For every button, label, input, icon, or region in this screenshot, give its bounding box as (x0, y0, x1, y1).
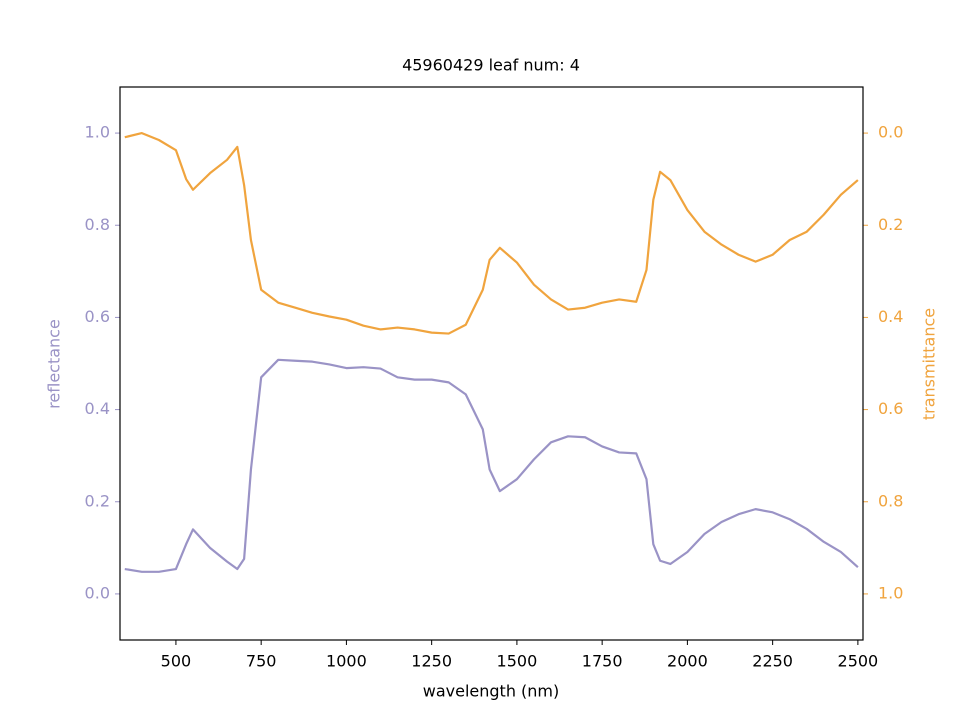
plot-frame (119, 86, 864, 641)
chart-title: 45960429 leaf num: 4 (402, 56, 580, 75)
y2-tick-label: 1.0 (878, 583, 903, 602)
y-axis-label: reflectance (45, 319, 64, 409)
y2-tick-label: 0.6 (878, 399, 903, 418)
y2-tick-label: 0.4 (878, 307, 903, 326)
x-tick-label: 2500 (838, 652, 879, 671)
x-tick-label: 1500 (497, 652, 538, 671)
y2-tick-label: 0.0 (878, 123, 903, 142)
x-tick-label: 1000 (326, 652, 367, 671)
y2-tick-label: 0.8 (878, 491, 903, 510)
x-tick-label: 750 (246, 652, 277, 671)
x-axis-label: wavelength (nm) (423, 682, 560, 701)
y-tick-label: 0.0 (85, 583, 110, 602)
x-tick-label: 500 (161, 652, 192, 671)
y2-tick-label: 0.2 (878, 215, 903, 234)
y-tick-label: 0.8 (85, 215, 110, 234)
y-tick-label: 1.0 (85, 123, 110, 142)
data-line (124, 131, 859, 335)
x-tick-label: 1750 (582, 652, 623, 671)
x-tick-label: 1250 (411, 652, 452, 671)
x-tick-label: 2250 (752, 652, 793, 671)
y-tick-label: 0.4 (85, 399, 110, 418)
data-line (124, 358, 859, 573)
y-tick-label: 0.6 (85, 307, 110, 326)
y2-axis-label: transmittance (920, 308, 939, 420)
x-tick-label: 2000 (667, 652, 708, 671)
y-tick-label: 0.2 (85, 491, 110, 510)
